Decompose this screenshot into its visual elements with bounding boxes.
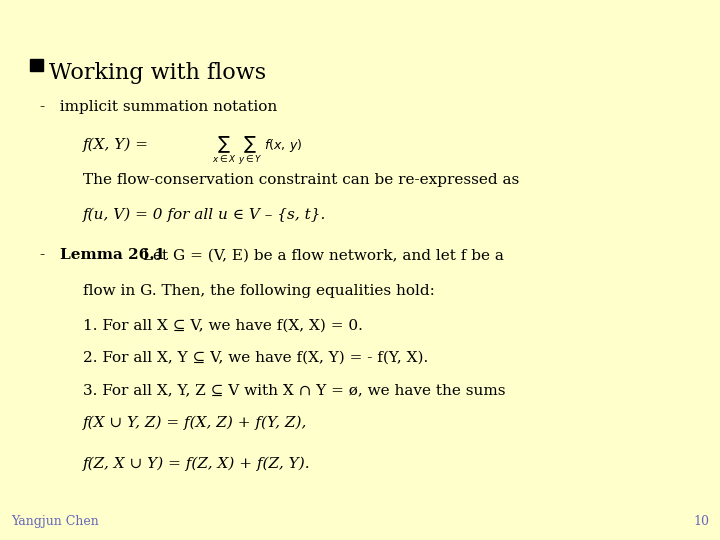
Text: Lemma 26.1: Lemma 26.1	[60, 248, 165, 262]
Text: flow in G. Then, the following equalities hold:: flow in G. Then, the following equalitie…	[83, 284, 435, 298]
Text: 2. For all X, Y ⊆ V, we have f(X, Y) = - f(Y, X).: 2. For all X, Y ⊆ V, we have f(X, Y) = -…	[83, 351, 428, 365]
Text: -: -	[40, 248, 45, 262]
Text: f(Z, X ∪ Y) = f(Z, X) + f(Z, Y).: f(Z, X ∪ Y) = f(Z, X) + f(Z, Y).	[83, 456, 310, 471]
Text: -   implicit summation notation: - implicit summation notation	[40, 100, 277, 114]
Text: f(X, Y) =: f(X, Y) =	[83, 138, 149, 152]
Text: f(u, V) = 0 for all u ∈ V – {s, t}.: f(u, V) = 0 for all u ∈ V – {s, t}.	[83, 208, 326, 222]
Bar	[30, 59, 43, 71]
Text: $\sum_{x \in X}\ \sum_{y \in Y}\ f(x,\,y)$: $\sum_{x \in X}\ \sum_{y \in Y}\ f(x,\,y…	[212, 135, 303, 167]
Text: f(X ∪ Y, Z) = f(X, Z) + f(Y, Z),: f(X ∪ Y, Z) = f(X, Z) + f(Y, Z),	[83, 416, 307, 430]
Text: 1. For all X ⊆ V, we have f(X, X) = 0.: 1. For all X ⊆ V, we have f(X, X) = 0.	[83, 319, 363, 333]
Text: 3. For all X, Y, Z ⊆ V with X ∩ Y = ø, we have the sums: 3. For all X, Y, Z ⊆ V with X ∩ Y = ø, w…	[83, 383, 505, 397]
Text: 10: 10	[693, 515, 709, 528]
Text: Let G = (V, E) be a flow network, and let f be a: Let G = (V, E) be a flow network, and le…	[138, 248, 504, 262]
Text: The flow-conservation constraint can be re-expressed as: The flow-conservation constraint can be …	[83, 173, 519, 187]
Text: Yangjun Chen: Yangjun Chen	[11, 515, 99, 528]
Text: Working with flows: Working with flows	[49, 62, 266, 84]
